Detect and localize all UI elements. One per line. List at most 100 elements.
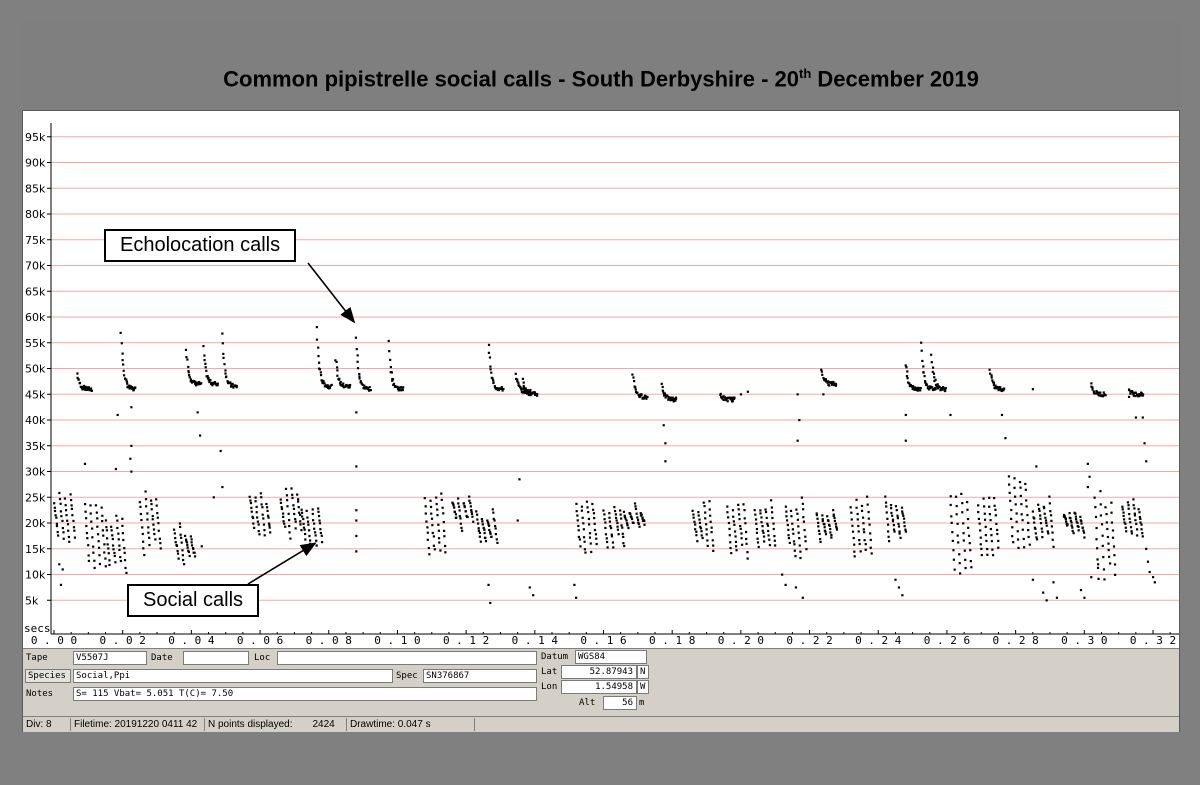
data-point	[692, 513, 695, 516]
data-point	[190, 541, 193, 544]
data-point	[159, 542, 162, 545]
data-point	[1044, 519, 1048, 522]
data-point	[738, 518, 741, 521]
lon-direction[interactable]: W	[637, 680, 649, 694]
data-point	[108, 559, 111, 562]
data-point	[219, 449, 222, 453]
data-point	[139, 512, 142, 516]
data-point	[187, 374, 191, 377]
data-point	[1153, 581, 1156, 584]
data-point	[528, 393, 531, 396]
data-point	[1132, 394, 1136, 397]
data-point	[1027, 528, 1030, 532]
data-point	[257, 523, 260, 526]
data-point	[187, 549, 190, 552]
data-point	[293, 512, 296, 516]
data-point	[1021, 519, 1024, 522]
data-point	[835, 528, 839, 531]
data-point	[188, 376, 191, 379]
data-point	[493, 385, 497, 388]
data-point	[97, 540, 100, 543]
species-field[interactable]: Social,Ppi	[73, 669, 393, 683]
data-point	[996, 528, 999, 532]
data-point	[991, 548, 994, 551]
data-point	[462, 502, 465, 505]
data-point	[112, 548, 115, 551]
data-point	[452, 504, 455, 507]
y-tick-label: 55k	[25, 337, 46, 350]
data-point	[348, 385, 351, 388]
data-point	[367, 388, 370, 391]
data-point	[1095, 526, 1098, 530]
data-point	[757, 545, 760, 549]
lon-field[interactable]: 1.54958	[561, 680, 637, 694]
data-point	[255, 511, 258, 514]
data-point	[93, 566, 96, 570]
data-point	[476, 513, 479, 516]
data-point	[908, 382, 911, 385]
data-point	[616, 525, 619, 528]
data-point	[494, 533, 497, 536]
data-point	[954, 495, 958, 498]
data-point	[802, 508, 805, 511]
data-point	[128, 387, 131, 390]
data-point	[356, 367, 360, 370]
data-point	[428, 553, 431, 556]
data-point	[726, 505, 729, 508]
data-point	[1079, 588, 1083, 592]
lat-direction[interactable]: N	[637, 665, 649, 679]
data-point	[72, 526, 76, 529]
data-point	[521, 387, 525, 390]
spec-field[interactable]: SN376867	[423, 669, 537, 683]
data-point	[1063, 515, 1066, 518]
data-point	[855, 506, 858, 509]
lat-field[interactable]: 52.87943	[561, 665, 637, 679]
alt-field[interactable]: 56	[603, 696, 637, 710]
data-point	[480, 517, 483, 521]
data-point	[1069, 519, 1073, 522]
datum-field[interactable]: WGS84	[575, 650, 647, 664]
data-point	[1064, 516, 1067, 520]
data-point	[283, 522, 286, 525]
data-point	[183, 534, 187, 538]
sonogram-plot[interactable]: 5k 10k 15k 20k 25k 30k 35k 40k 45k 50k 55k 60k 65k 70…	[23, 111, 1179, 648]
loc-field[interactable]	[277, 651, 537, 665]
data-point	[895, 509, 898, 512]
data-point	[355, 534, 358, 538]
date-field[interactable]	[183, 651, 249, 665]
species-button[interactable]: Species	[25, 669, 71, 683]
data-point	[622, 535, 625, 538]
data-point	[575, 596, 578, 599]
data-point	[470, 508, 473, 512]
data-point	[425, 520, 428, 523]
data-point	[121, 359, 124, 362]
data-point	[1102, 555, 1105, 559]
data-point	[300, 515, 304, 518]
data-point	[1028, 543, 1031, 546]
data-point	[311, 519, 315, 522]
data-point	[826, 515, 829, 518]
data-point	[400, 386, 403, 389]
data-point	[805, 548, 808, 551]
data-point	[254, 500, 257, 503]
data-point	[643, 519, 646, 523]
data-point	[834, 383, 838, 386]
data-point	[592, 512, 596, 515]
tape-field[interactable]: V5507J	[73, 651, 147, 665]
data-point	[292, 507, 296, 511]
data-point	[200, 382, 203, 385]
data-point	[591, 502, 594, 506]
data-point	[320, 540, 324, 544]
data-point	[822, 393, 825, 396]
data-point	[148, 543, 151, 547]
data-point	[711, 539, 714, 542]
data-point	[1105, 521, 1108, 524]
data-point	[1025, 505, 1028, 508]
data-point	[1141, 532, 1144, 535]
data-point	[904, 413, 907, 417]
notes-field[interactable]: S= 115 Vbat= 5.051 T(C)= 7.50	[73, 687, 537, 701]
data-point	[459, 517, 462, 520]
data-point	[930, 353, 933, 356]
data-point	[862, 522, 865, 525]
data-point	[496, 541, 499, 544]
